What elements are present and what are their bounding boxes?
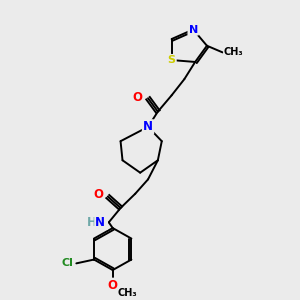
Text: CH₃: CH₃: [224, 47, 243, 57]
Text: N: N: [143, 120, 153, 134]
Text: H: H: [87, 216, 97, 229]
Text: N: N: [95, 216, 105, 229]
Text: Cl: Cl: [61, 258, 74, 268]
Text: CH₃: CH₃: [118, 288, 137, 298]
Text: O: O: [132, 91, 142, 104]
Text: N: N: [189, 25, 198, 34]
Text: S: S: [168, 55, 176, 65]
Text: O: O: [93, 188, 103, 201]
Text: O: O: [108, 279, 118, 292]
Text: HN: HN: [87, 216, 107, 229]
